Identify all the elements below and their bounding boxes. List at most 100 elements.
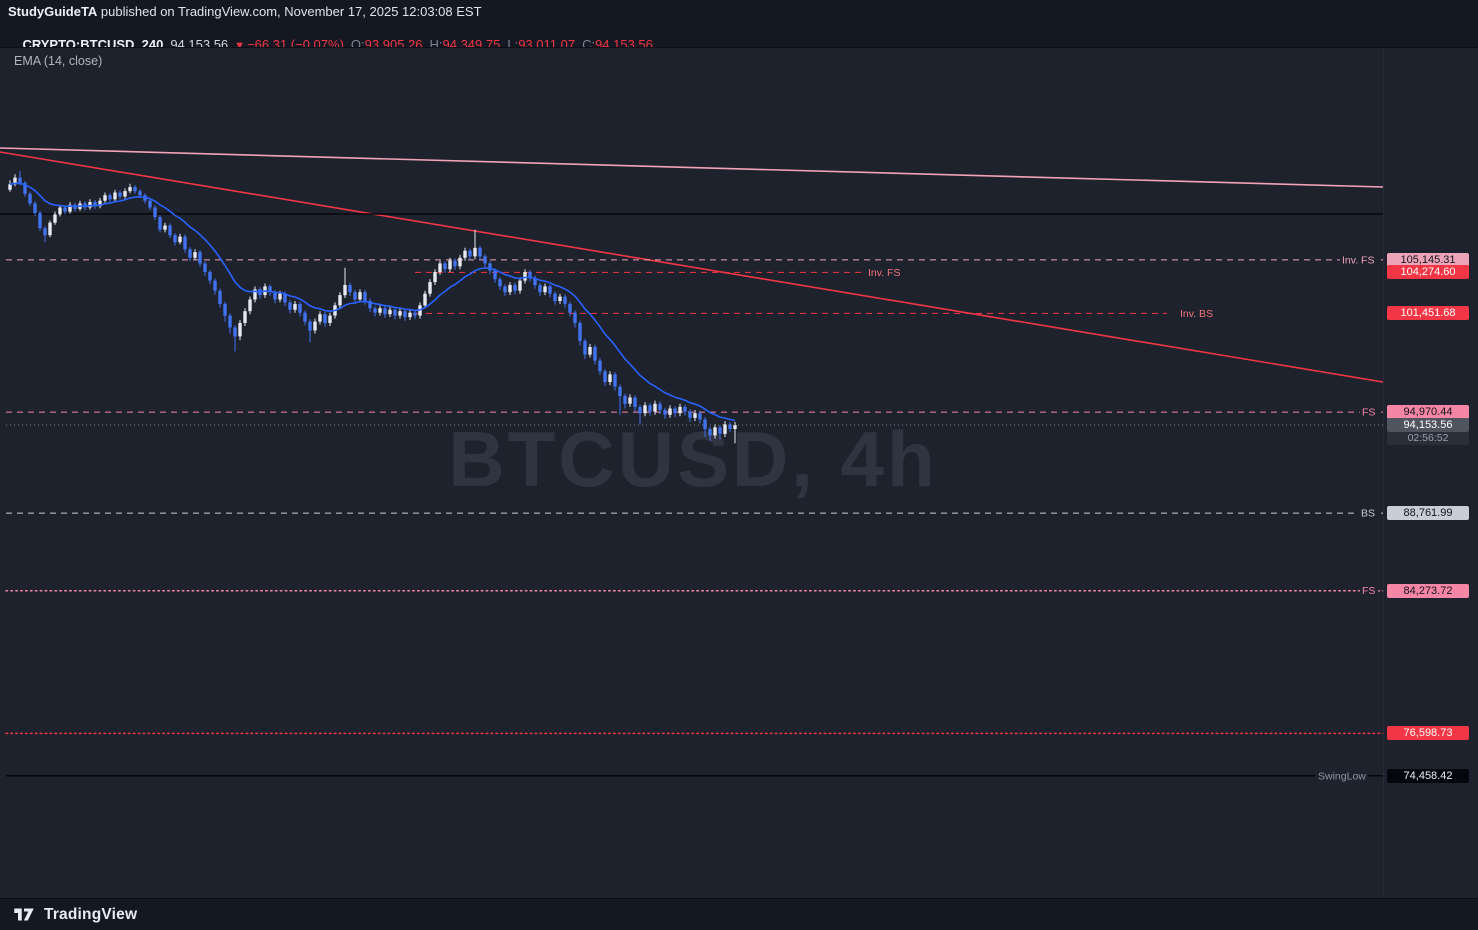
price-label-fs-lower: 84,273.72: [1387, 583, 1469, 598]
candle-body: [528, 272, 532, 278]
candle-body: [123, 191, 127, 197]
candle-body: [493, 270, 497, 280]
candle-body: [693, 413, 697, 418]
candle-body: [583, 340, 587, 355]
candle-body: [213, 280, 217, 291]
candle-body: [268, 286, 272, 293]
price-label-inv-fs-lower: 104,274.60: [1387, 265, 1469, 280]
low-key: L:: [507, 37, 519, 52]
candle-body: [448, 260, 452, 270]
candle-body: [303, 312, 307, 322]
candle-body: [13, 177, 17, 185]
candle-body: [33, 203, 37, 213]
trendline-red[interactable]: [0, 151, 1384, 383]
candle-body: [543, 286, 547, 293]
candle-body: [203, 263, 207, 272]
candle-body: [673, 408, 677, 414]
candle-body: [603, 371, 607, 383]
candle-body: [503, 286, 507, 293]
candle-body: [728, 424, 732, 429]
candle-body: [408, 312, 412, 318]
candle-body: [358, 292, 362, 300]
candle-body: [313, 321, 317, 331]
candle-body: [643, 405, 647, 414]
candle-body: [218, 290, 222, 304]
candle-body: [318, 314, 322, 322]
candle-body: [443, 263, 447, 270]
candle-body: [678, 406, 682, 414]
candle-body: [703, 419, 707, 429]
candle-body: [563, 296, 567, 304]
candle-body: [708, 429, 712, 436]
candle-body: [253, 289, 257, 300]
candle-body: [338, 295, 342, 306]
candle-body: [58, 207, 62, 215]
candle-body: [483, 256, 487, 264]
author-name: StudyGuideTA: [8, 4, 98, 19]
header-bar: StudyGuideTA published on TradingView.co…: [0, 0, 1478, 52]
candle-body: [458, 257, 462, 267]
candle-body: [158, 217, 162, 230]
level-label-inv-bs: Inv. BS: [1180, 308, 1213, 320]
candle-body: [398, 311, 402, 316]
current-price-label: 94,153.56: [1387, 418, 1469, 432]
candle-body: [128, 187, 132, 192]
candle-body: [328, 315, 332, 323]
candle-body: [633, 397, 637, 407]
candle-body: [28, 193, 32, 204]
footer-bar: TradingView: [0, 898, 1478, 930]
candle-body: [508, 285, 512, 293]
candle-body: [308, 321, 312, 331]
candle-body: [663, 410, 667, 415]
candle-body: [473, 247, 477, 257]
candle-body: [533, 277, 537, 285]
level-label-swing-low: SwingLow: [1318, 770, 1366, 782]
candle-body: [593, 347, 597, 361]
level-label-inv-fs-lower: Inv. FS: [868, 267, 900, 279]
chart-canvas[interactable]: BTCUSD, 4h Inv. FS Inv. FS Inv. BS FS BS FS Swi…: [0, 48, 1478, 899]
candle-body: [153, 207, 157, 218]
candle-body: [653, 403, 657, 412]
candle-body: [568, 303, 572, 313]
candle-body: [658, 403, 662, 411]
down-triangle-icon: ▼: [234, 40, 246, 52]
candle-body: [478, 247, 482, 257]
publish-info: published on TradingView.com, November 1…: [97, 4, 482, 19]
candle-body: [548, 286, 552, 294]
candle-body: [668, 408, 672, 415]
candle-body: [238, 323, 242, 337]
candle-body: [698, 413, 702, 420]
candle-body: [173, 235, 177, 243]
candle-body: [438, 263, 442, 272]
candle-body: [453, 260, 457, 267]
candle-body: [723, 424, 727, 434]
candle-body: [688, 411, 692, 418]
candle-body: [523, 272, 527, 281]
trendline-pink[interactable]: [0, 147, 1384, 188]
candle-body: [463, 250, 467, 258]
price-scale[interactable]: 105,145.31 104,274.60 101,451.68 94,970.44 8…: [1383, 48, 1478, 899]
candle-body: [43, 228, 47, 236]
level-label-inv-fs-upper: Inv. FS: [1342, 254, 1374, 266]
tradingview-logo-icon: [14, 908, 34, 921]
ema-line[interactable]: [9, 182, 736, 422]
candle-body: [363, 292, 367, 301]
countdown-label: 02:56:52: [1387, 432, 1469, 445]
candle-body: [518, 280, 522, 291]
candle-body: [588, 347, 592, 355]
candle-body: [383, 308, 387, 315]
candle-body: [23, 183, 27, 194]
candle-body: [228, 315, 232, 328]
candle-body: [648, 405, 652, 412]
candle-body: [163, 225, 167, 230]
candle-body: [38, 213, 42, 229]
chart-region[interactable]: BTCUSD, 4h Inv. FS Inv. FS Inv. BS FS BS FS Swi…: [0, 47, 1478, 899]
tradingview-brand[interactable]: TradingView: [44, 905, 138, 923]
candle-body: [113, 192, 117, 200]
indicator-label[interactable]: EMA (14, close): [14, 54, 103, 68]
candle-body: [578, 323, 582, 341]
candle-body: [488, 263, 492, 271]
tradingview-logo[interactable]: [12, 906, 36, 923]
candle-body: [428, 282, 432, 294]
candle-body: [208, 272, 212, 281]
